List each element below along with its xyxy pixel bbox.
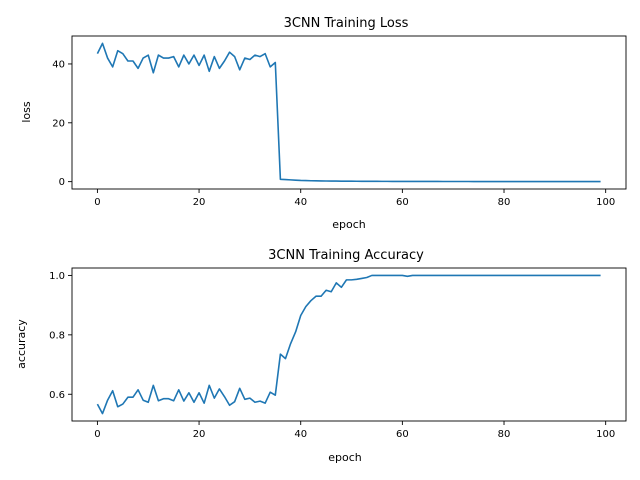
loss-x-tick-label: 0 — [94, 197, 100, 208]
loss-x-tick-label: 20 — [193, 197, 206, 208]
accuracy-x-tick-label: 60 — [396, 429, 409, 440]
loss-y-tick-label: 20 — [52, 118, 65, 129]
accuracy-x-tick-label: 20 — [193, 429, 206, 440]
loss-series-line — [96, 42, 601, 183]
loss-y-tick-label: 40 — [52, 59, 65, 70]
loss-y-axis-label: loss — [20, 101, 33, 123]
accuracy-y-tick-label: 1.0 — [49, 271, 65, 282]
accuracy-panel: 3CNN Training Accuracy 0.6 0.8 1.0 0 20 40 60… — [15, 248, 627, 464]
accuracy-y-axis-label: accuracy — [15, 319, 28, 369]
loss-x-ticks: 0 20 40 60 80 100 — [94, 189, 615, 208]
loss-x-axis-label: epoch — [332, 218, 366, 231]
accuracy-axes-frame — [71, 267, 627, 422]
loss-axes-frame — [71, 35, 627, 190]
accuracy-x-tick-label: 40 — [294, 429, 307, 440]
accuracy-x-tick-label: 80 — [498, 429, 511, 440]
loss-x-tick-label: 100 — [596, 197, 615, 208]
loss-panel: 3CNN Training Loss 0 20 40 0 20 40 60 80 100 ep… — [20, 16, 627, 231]
loss-y-ticks: 0 20 40 — [52, 59, 72, 188]
accuracy-x-tick-label: 0 — [94, 429, 100, 440]
accuracy-x-tick-label: 100 — [596, 429, 615, 440]
accuracy-y-tick-label: 0.6 — [49, 390, 65, 401]
loss-x-tick-label: 40 — [294, 197, 307, 208]
accuracy-x-axis-label: epoch — [328, 451, 362, 464]
accuracy-series-line — [96, 274, 601, 415]
accuracy-y-ticks: 0.6 0.8 1.0 — [49, 271, 72, 401]
loss-x-tick-label: 60 — [396, 197, 409, 208]
accuracy-y-tick-label: 0.8 — [49, 330, 65, 341]
accuracy-chart-title: 3CNN Training Accuracy — [268, 248, 424, 263]
accuracy-x-ticks: 0 20 40 60 80 100 — [94, 421, 615, 440]
loss-chart-title: 3CNN Training Loss — [284, 16, 409, 31]
loss-x-tick-label: 80 — [498, 197, 511, 208]
loss-y-tick-label: 0 — [59, 177, 65, 188]
